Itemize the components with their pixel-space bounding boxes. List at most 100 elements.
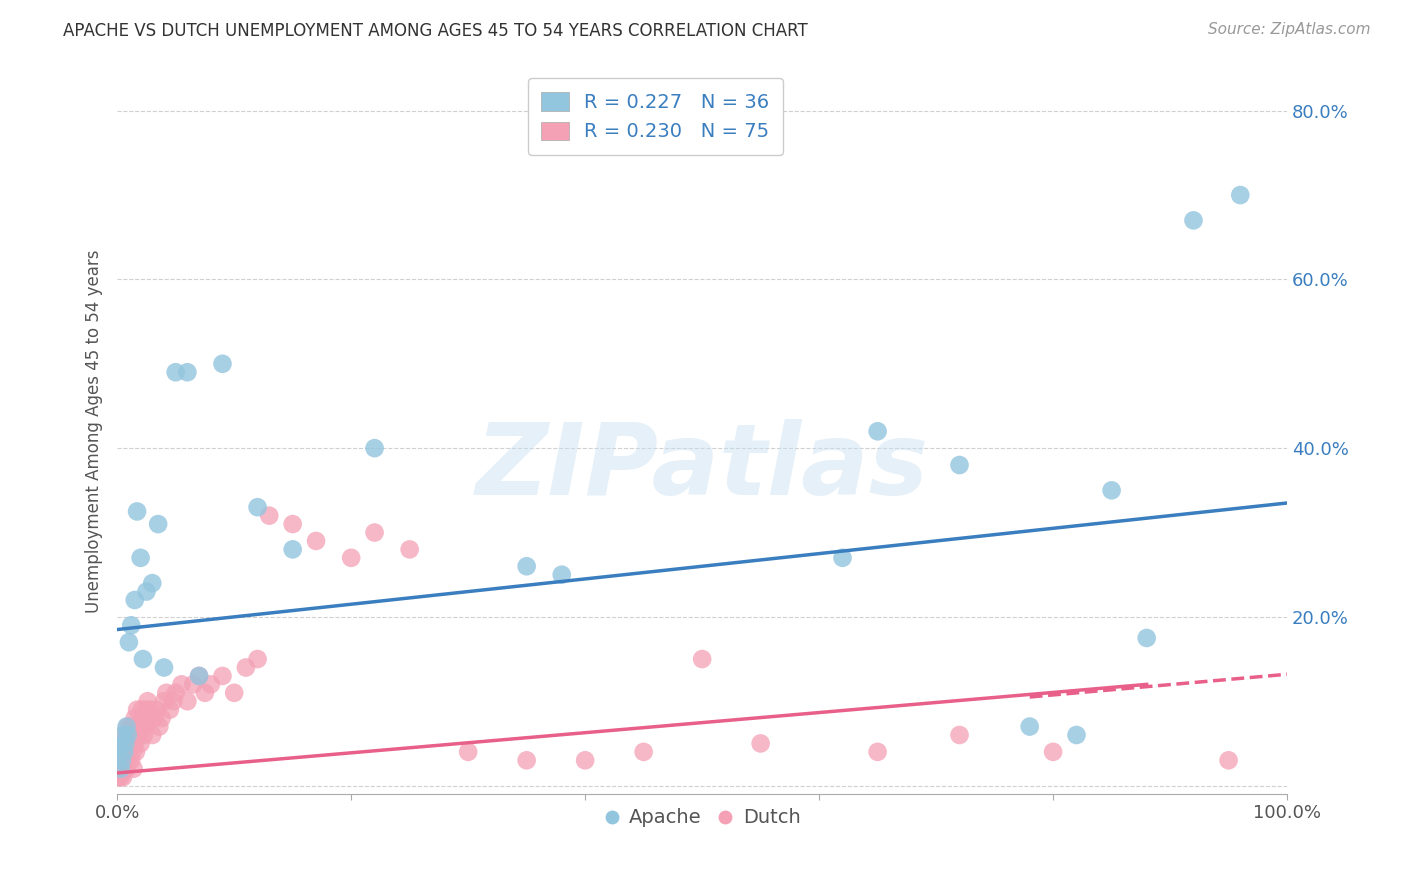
Point <box>551 567 574 582</box>
Point <box>159 703 181 717</box>
Point <box>120 720 142 734</box>
Point <box>1136 631 1159 645</box>
Point <box>118 745 141 759</box>
Point <box>121 745 143 759</box>
Point <box>211 669 233 683</box>
Point <box>110 753 132 767</box>
Point <box>363 441 385 455</box>
Text: ZIPatlas: ZIPatlas <box>475 419 929 516</box>
Point <box>146 703 169 717</box>
Point <box>112 762 135 776</box>
Point <box>112 745 135 759</box>
Point <box>1229 188 1251 202</box>
Point <box>134 720 156 734</box>
Point <box>135 584 157 599</box>
Point <box>188 669 211 683</box>
Point <box>118 728 141 742</box>
Point <box>235 660 257 674</box>
Point <box>153 694 176 708</box>
Point <box>259 508 281 523</box>
Point <box>112 770 135 784</box>
Point <box>1066 728 1088 742</box>
Point <box>125 504 148 518</box>
Point <box>125 703 148 717</box>
Point <box>831 550 853 565</box>
Point <box>143 711 166 725</box>
Point <box>108 745 131 759</box>
Point <box>246 500 269 515</box>
Point <box>115 736 138 750</box>
Legend: Apache, Dutch: Apache, Dutch <box>596 800 808 835</box>
Point <box>114 736 136 750</box>
Point <box>115 720 138 734</box>
Point <box>516 753 538 767</box>
Point <box>112 745 135 759</box>
Point <box>224 686 246 700</box>
Point <box>457 745 479 759</box>
Point <box>120 618 142 632</box>
Point <box>124 593 146 607</box>
Point <box>107 770 129 784</box>
Point <box>124 736 146 750</box>
Text: Source: ZipAtlas.com: Source: ZipAtlas.com <box>1208 22 1371 37</box>
Point <box>281 542 304 557</box>
Point <box>131 703 153 717</box>
Point <box>114 728 136 742</box>
Point <box>633 745 655 759</box>
Point <box>135 703 157 717</box>
Point <box>141 728 163 742</box>
Point <box>1182 213 1205 227</box>
Point <box>118 635 141 649</box>
Point <box>398 542 420 557</box>
Point <box>122 762 145 776</box>
Point <box>146 517 169 532</box>
Point <box>1101 483 1123 498</box>
Point <box>111 736 134 750</box>
Y-axis label: Unemployment Among Ages 45 to 54 years: Unemployment Among Ages 45 to 54 years <box>86 250 103 613</box>
Point <box>176 694 198 708</box>
Point <box>120 736 142 750</box>
Point <box>866 424 889 438</box>
Point <box>281 517 304 532</box>
Point <box>181 677 204 691</box>
Point <box>690 652 713 666</box>
Point <box>1218 753 1240 767</box>
Point <box>129 736 152 750</box>
Point <box>170 677 193 691</box>
Point <box>363 525 385 540</box>
Text: APACHE VS DUTCH UNEMPLOYMENT AMONG AGES 45 TO 54 YEARS CORRELATION CHART: APACHE VS DUTCH UNEMPLOYMENT AMONG AGES … <box>63 22 808 40</box>
Point <box>115 762 138 776</box>
Point <box>136 694 159 708</box>
Point <box>305 533 328 548</box>
Point <box>866 745 889 759</box>
Point <box>110 770 132 784</box>
Point <box>165 365 187 379</box>
Point <box>749 736 772 750</box>
Point <box>111 753 134 767</box>
Point <box>153 660 176 674</box>
Point <box>1042 745 1064 759</box>
Point <box>211 357 233 371</box>
Point <box>246 652 269 666</box>
Point <box>1018 720 1040 734</box>
Point <box>165 686 187 700</box>
Point <box>108 740 131 755</box>
Point <box>200 677 222 691</box>
Point <box>150 711 173 725</box>
Point <box>132 652 155 666</box>
Point <box>117 753 139 767</box>
Point <box>125 745 148 759</box>
Point <box>194 686 217 700</box>
Point <box>114 753 136 767</box>
Point <box>120 753 142 767</box>
Point <box>138 711 160 725</box>
Point <box>162 694 184 708</box>
Point <box>948 728 970 742</box>
Point <box>111 762 134 776</box>
Point <box>574 753 596 767</box>
Point <box>110 762 132 776</box>
Point <box>141 576 163 591</box>
Point <box>516 559 538 574</box>
Point <box>188 669 211 683</box>
Point <box>148 720 170 734</box>
